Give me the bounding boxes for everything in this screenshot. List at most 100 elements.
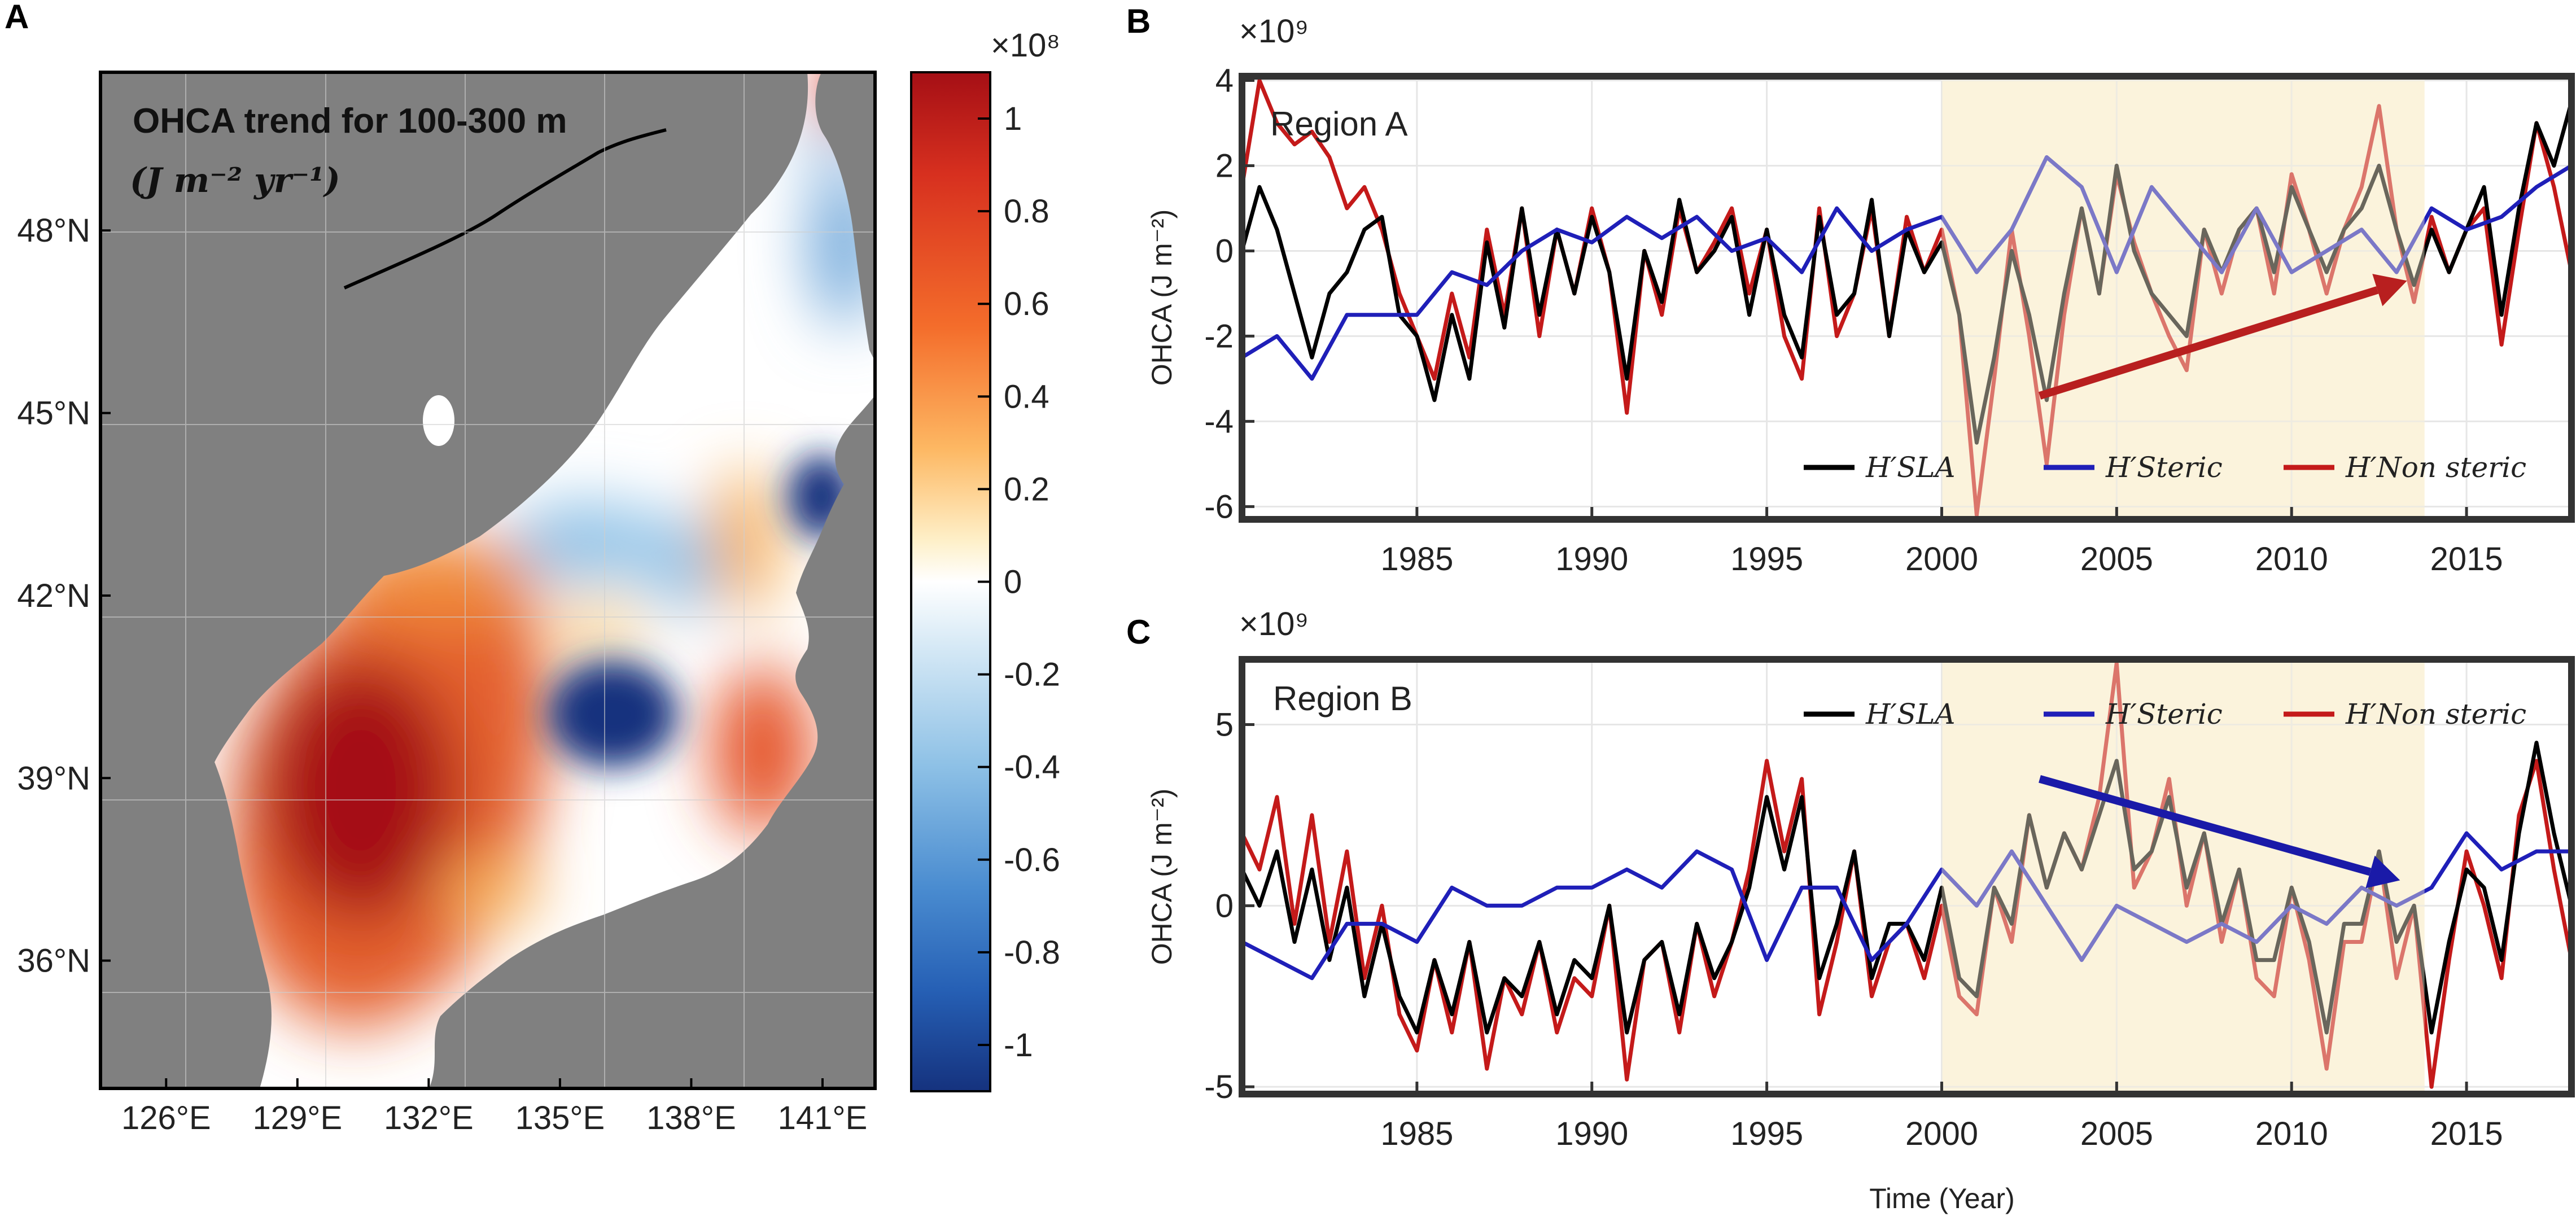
panel-c-ylabel: OHCA (J m⁻²) [1146,789,1178,965]
land-sado-island [802,649,824,694]
ytick-label: 4 [1215,63,1234,99]
colorbar-tick-label: 0.2 [1004,471,1049,508]
xtick-label: 2010 [2255,541,2328,578]
map-panel: OHCA trend for 100-300 m (J m⁻² yr⁻¹) 12… [17,71,877,1136]
panel-c-legend: H′SLA H′Steric H′Non steric [1804,698,2526,731]
region-b-label: Region B [1273,680,1412,718]
ytick-label: -5 [1204,1069,1234,1105]
warm-patch-south-coast [440,858,542,926]
land-japan-honshu [429,429,875,1088]
colorbar-tick-label: -1 [1004,1027,1033,1064]
map-ytick-label: 39°N [17,760,90,797]
xtick-label: 1995 [1730,541,1803,578]
map-ytick-label: 42°N [17,578,90,614]
series-line-steric [1242,831,2571,981]
trend-arrowhead-b [2372,274,2407,307]
legend-label: H′Steric [2105,698,2223,731]
panel-label-c: C [1126,613,1151,651]
land-sakhalin [815,72,875,361]
xtick-label: 2005 [2080,1116,2153,1152]
legend-label: H′Non steric [2345,451,2526,484]
warm-patch-north [711,469,779,615]
region-a-label: Region A [1270,105,1408,143]
xtick-label: 2000 [1905,541,1978,578]
highlight-overlay-c [1941,659,2425,1094]
panel-b-series [1242,78,2571,517]
ytick-label: -2 [1204,318,1234,355]
colorbar-tick-label: 0.8 [1004,193,1049,230]
panel-c-gridlines [1242,659,2571,1094]
series-line-steric [1242,155,2571,381]
cold-core-central [548,661,677,768]
panel-c: Region B ×10⁹ OHCA (J m⁻²) Time (Year) 1… [1146,606,2575,1214]
warm-patch-yamato [711,666,813,836]
xtick-label: 1995 [1730,1116,1803,1152]
map-axis-ticks: 126°E 129°E 132°E 135°E 138°E 141°E 48°N 45°N 42… [17,212,867,1136]
panel-label-a: A [5,0,29,36]
land-asia-mainland [100,72,808,1088]
colorbar-exponent: ×10⁸ [991,27,1060,64]
panel-b-legend: H′SLA H′Steric H′Non steric [1804,451,2526,484]
map-xtick-label: 132°E [384,1100,474,1136]
panel-b-ylabel: OHCA (J m⁻²) [1146,209,1178,386]
colorbar-tick-label: -0.4 [1004,749,1060,786]
ytick-label: -6 [1204,488,1234,525]
series-line-nonsteric [1242,78,2571,517]
legend-label: H′SLA [1865,451,1956,484]
panel-c-ticks: 1985 1990 1995 2000 2005 2010 2015 5 0 -5 [1204,707,2503,1153]
map-xtick-label: 126°E [121,1100,211,1136]
xtick-label: 1990 [1555,1116,1628,1152]
ytick-label: 5 [1215,707,1234,743]
xtick-label: 1990 [1555,541,1628,578]
amur-river [343,128,667,290]
panel-b-exponent: ×10⁹ [1239,13,1309,50]
ytick-label: 0 [1215,233,1234,269]
map-frame [99,71,877,1090]
xtick-label: 2015 [2430,541,2503,578]
xtick-label: 2005 [2080,541,2153,578]
trend-arrow-c [2039,775,2372,876]
colorbar-tick-label: 0.4 [1004,378,1049,415]
map-ytick-label: 48°N [17,212,90,249]
ytick-label: -4 [1204,403,1234,440]
lake-khanka [423,395,454,446]
colorbar: ×10⁸ 1 0.8 0.6 0.4 0.2 0 -0.2 -0.4 -0.6 -0.8 -1 [910,27,1060,1092]
colorbar-tick-label: -0.2 [1004,657,1060,693]
panel-b: Region A ×10⁹ OHCA (J m⁻²) 1985 1990 1995 2… [1146,13,2575,578]
legend-label: H′Non steric [2345,698,2526,731]
panel-c-exponent: ×10⁹ [1239,606,1309,642]
colorbar-tick-label: -0.6 [1004,842,1060,878]
map-xtick-label: 138°E [646,1100,736,1136]
cold-patch-west [649,514,717,615]
colorbar-ticks: 1 0.8 0.6 0.4 0.2 0 -0.2 -0.4 -0.6 -0.8 -1 [978,100,1060,1064]
colorbar-tick-label: 0.6 [1004,286,1049,322]
ytick-label: 2 [1215,148,1234,185]
panel-c-series [1242,661,2571,1089]
xtick-label: 2000 [1905,1116,1978,1152]
panel-c-frame [1239,656,2575,1097]
ohca-trend-field [226,72,875,1028]
colorbar-tick-label: 1 [1004,100,1022,137]
xtick-label: 2015 [2430,1116,2503,1152]
panel-b-frame [1239,73,2575,523]
land-hokkaido [835,395,875,508]
cold-patch-northwest [508,502,666,581]
map-gridlines [100,72,875,1088]
ytick-label: 0 [1215,887,1234,924]
map-ytick-label: 36°N [17,943,90,979]
colorbar-tick-label: 0 [1004,564,1022,601]
trend-arrowhead-c [2365,855,2400,889]
colorbar-gradient [910,71,991,1092]
trend-arrow-b [2038,286,2379,400]
xtick-label: 1985 [1380,1116,1453,1152]
panel-b-ticks: 1985 1990 1995 2000 2005 2010 2015 4 2 0 -2 -4 -6 [1204,63,2503,578]
colorbar-tick-label: -0.8 [1004,934,1060,971]
warm-core-korea [265,661,457,920]
map-xtick-label: 141°E [778,1100,868,1136]
map-ytick-label: 45°N [17,395,90,432]
panel-c-xlabel: Time (Year) [1869,1183,2014,1214]
panel-label-b: B [1126,2,1151,40]
map-xtick-label: 129°E [252,1100,342,1136]
legend-label: H′Steric [2105,451,2223,484]
